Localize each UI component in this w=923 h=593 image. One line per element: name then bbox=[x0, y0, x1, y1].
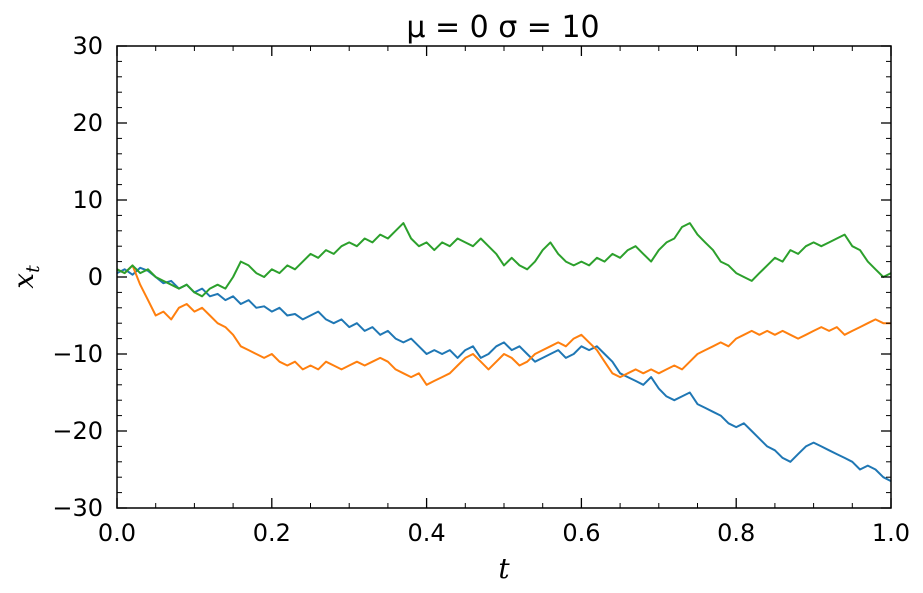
x-tick-label: 0.0 bbox=[98, 519, 136, 547]
chart-title: μ = 0 σ = 10 bbox=[406, 10, 599, 45]
y-tick-label: −10 bbox=[52, 340, 103, 368]
series-line-1 bbox=[116, 266, 892, 482]
y-axis-label: xt bbox=[7, 265, 44, 289]
y-tick-label: 20 bbox=[72, 109, 103, 137]
series-line-2 bbox=[116, 264, 891, 386]
x-tick-label: 0.8 bbox=[717, 519, 755, 547]
x-axis-label: t bbox=[498, 552, 510, 585]
y-tick-label: 10 bbox=[72, 186, 103, 214]
y-axis-label-main: x bbox=[7, 273, 40, 289]
y-tick-label: −20 bbox=[52, 417, 103, 445]
y-tick-label: −30 bbox=[52, 494, 103, 522]
axis-ticks bbox=[116, 45, 892, 509]
y-tick-label: 0 bbox=[88, 263, 103, 291]
x-tick-label: 0.4 bbox=[408, 519, 446, 547]
series-line-3 bbox=[116, 222, 892, 298]
x-tick-label: 0.2 bbox=[253, 519, 291, 547]
plot-lines bbox=[116, 222, 892, 482]
x-tick-label: 0.6 bbox=[562, 519, 600, 547]
y-tick-label: 30 bbox=[72, 32, 103, 60]
y-axis-label-subscript: t bbox=[22, 265, 44, 273]
x-tick-label: 1.0 bbox=[872, 519, 910, 547]
tick-labels: 0.0 0.2 0.4 0.6 0.8 1.0 30 20 10 0 −10 −20 −30 bbox=[52, 32, 910, 547]
